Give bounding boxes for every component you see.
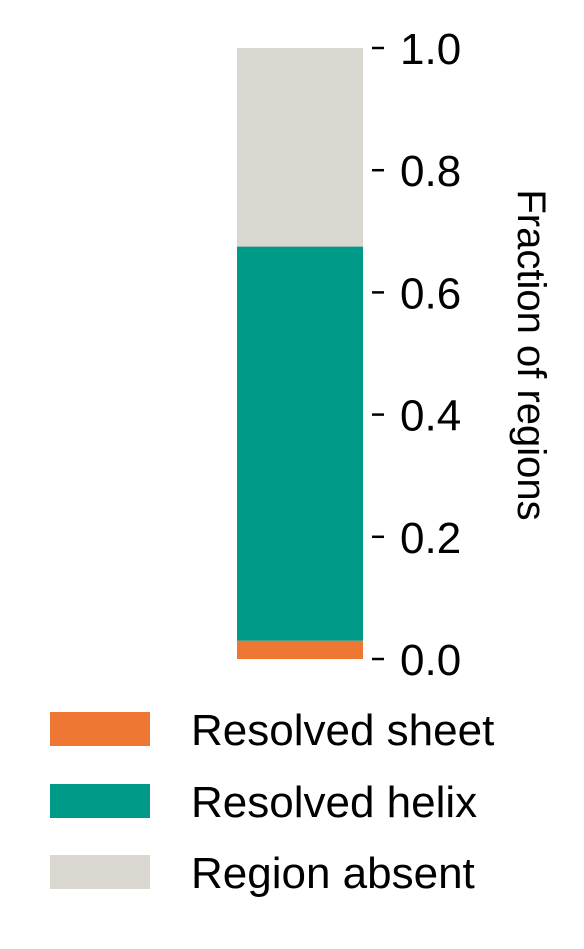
- y-tick-label: 0.6: [400, 269, 461, 318]
- bar-segment-region-absent: [237, 48, 363, 247]
- y-tick-label: 0.4: [400, 392, 461, 441]
- bar-segments: [237, 48, 363, 659]
- legend-swatch-resolved-helix: [50, 784, 150, 818]
- y-tick-label: 1.0: [400, 25, 461, 74]
- y-tick-label: 0.8: [400, 147, 461, 196]
- bar-segment-resolved-sheet: [237, 640, 363, 659]
- legend-label: Region absent: [191, 849, 475, 898]
- bar-segment-resolved-helix: [237, 246, 363, 641]
- legend: Resolved sheet Resolved helix Region absen…: [50, 706, 494, 898]
- legend-label: Resolved sheet: [191, 706, 494, 755]
- y-tick-label: 0.2: [400, 514, 461, 563]
- y-axis: 0.0 0.2 0.4 0.6 0.8 1.0: [372, 25, 461, 685]
- y-tick-label: 0.0: [400, 636, 461, 685]
- legend-swatch-resolved-sheet: [50, 712, 150, 746]
- y-axis-label: Fraction of regions: [509, 189, 553, 520]
- legend-swatch-region-absent: [50, 855, 150, 889]
- legend-label: Resolved helix: [191, 778, 477, 827]
